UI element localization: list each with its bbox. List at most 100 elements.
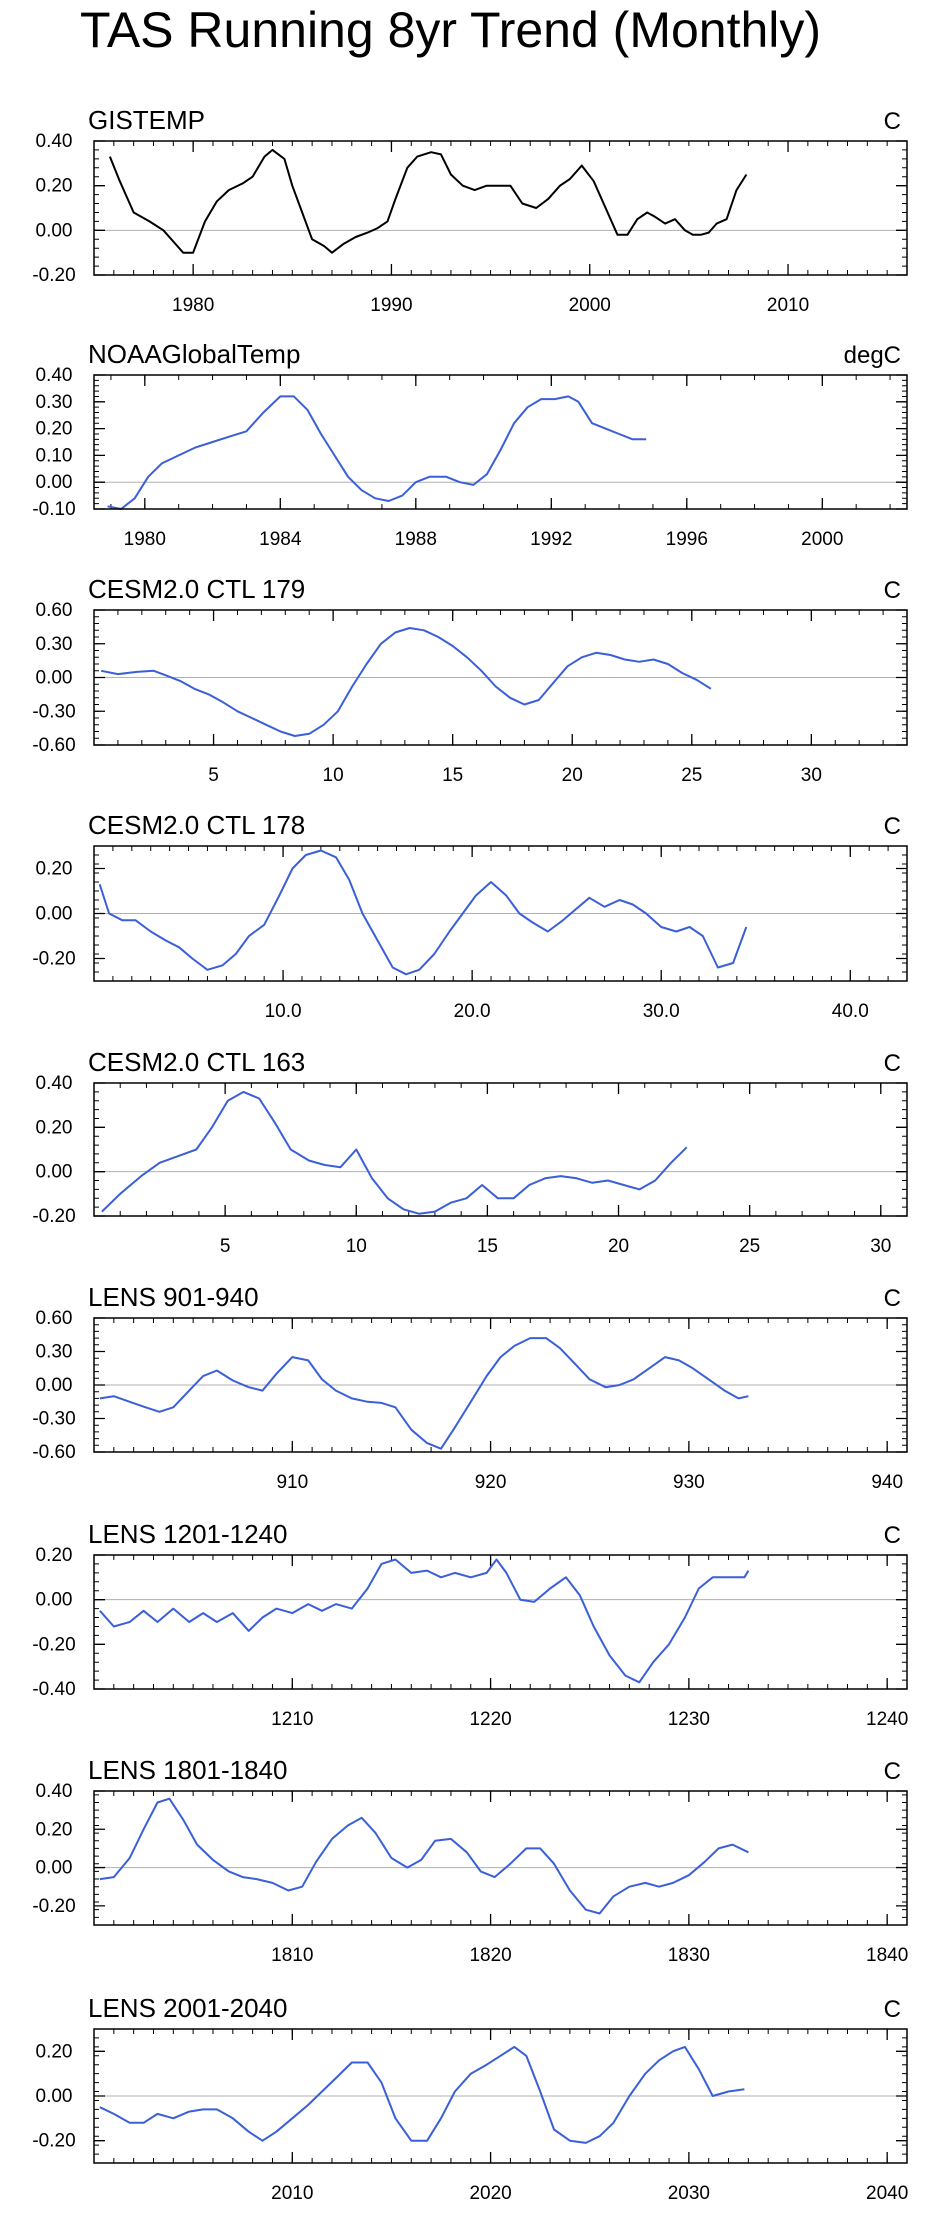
panel-1-y-tick-label: -0.20 xyxy=(32,265,75,286)
panel-4-units: C xyxy=(884,813,901,840)
panel-5-x-tick-label: 20 xyxy=(608,1236,629,1257)
panel-1-x-tick-label: 1980 xyxy=(172,295,214,316)
panel-3-units: C xyxy=(884,577,901,604)
panel-5-y-tick-label: 0.40 xyxy=(36,1073,73,1094)
panel-1-y-tick-label: 0.00 xyxy=(36,220,73,241)
panel-7-series-line xyxy=(99,1558,750,1684)
panel-6-x-tick-label: 910 xyxy=(276,1472,308,1493)
panel-4-y-tick-label: 0.20 xyxy=(36,859,73,880)
panel-4-x-tick-label: 10.0 xyxy=(265,1001,302,1022)
panel-8-units: C xyxy=(884,1758,901,1785)
panel-3-x-tick-label: 30 xyxy=(801,765,822,786)
panel-3-frame xyxy=(93,609,908,746)
panel-7-y-tick-label: -0.40 xyxy=(32,1679,75,1700)
panel-8-x-minor-ticks xyxy=(93,1791,908,1925)
panel-3-y-tick-label: 0.60 xyxy=(36,600,73,621)
panel-7-units: C xyxy=(884,1522,901,1549)
panel-2-units: degC xyxy=(844,342,901,369)
panel-5-y-tick-label: 0.20 xyxy=(36,1117,73,1138)
panel-1-series-line xyxy=(108,148,748,254)
panel-2-x-tick-label: 1980 xyxy=(124,529,166,550)
page-title: TAS Running 8yr Trend (Monthly) xyxy=(80,2,822,58)
panel-1-x-tick-label: 2000 xyxy=(569,295,611,316)
panel-7-x-tick-label: 1220 xyxy=(469,1709,511,1730)
panel-7-y-tick-label: 0.00 xyxy=(36,1590,73,1611)
panel-3-x-tick-label: 5 xyxy=(208,765,219,786)
panel-3-y-tick-label: 0.30 xyxy=(36,634,73,655)
panel-9-frame xyxy=(93,2028,908,2164)
panel-8-y-minor-ticks xyxy=(94,1794,907,1926)
panel-4-y-tick-label: 0.00 xyxy=(36,904,73,925)
panel-6-y-tick-label: -0.30 xyxy=(32,1409,75,1430)
panel-2-y-tick-label: 0.10 xyxy=(36,445,73,466)
panel-8-y-tick-label: 0.00 xyxy=(36,1858,73,1879)
panel-9-y-tick-label: 0.00 xyxy=(36,2086,73,2107)
panel-6-x-tick-label: 920 xyxy=(475,1472,507,1493)
panel-7-x-tick-label: 1240 xyxy=(866,1709,908,1730)
panel-2-y-tick-label: -0.10 xyxy=(32,499,75,520)
panel-6-y-tick-label: 0.00 xyxy=(36,1375,73,1396)
panel-6-series-line xyxy=(99,1337,749,1450)
panel-2-x-tick-label: 1996 xyxy=(666,529,708,550)
panel-6-y-tick-label: 0.60 xyxy=(36,1308,73,1329)
panel-5-series-line xyxy=(101,1090,688,1215)
panel-9-x-tick-label: 2030 xyxy=(668,2183,710,2204)
panel-8-x-tick-label: 1840 xyxy=(866,1945,908,1966)
panel-2-x-minor-ticks xyxy=(110,375,891,509)
panel-9-x-tick-label: 2020 xyxy=(469,2183,511,2204)
panel-4-title: CESM2.0 CTL 178 xyxy=(88,810,305,840)
panel-4-y-tick-label: -0.20 xyxy=(32,949,75,970)
panel-5-x-tick-label: 25 xyxy=(739,1236,760,1257)
panel-8-series-line xyxy=(99,1797,749,1915)
panel-8-x-tick-label: 1830 xyxy=(668,1945,710,1966)
panel-3-x-tick-label: 20 xyxy=(562,765,583,786)
panel-7-title: LENS 1201-1240 xyxy=(88,1519,287,1549)
panel-9-title: LENS 2001-2040 xyxy=(88,1993,287,2023)
panel-4-frame xyxy=(93,845,908,982)
panel-1-x-tick-label: 1990 xyxy=(370,295,412,316)
panel-5-frame xyxy=(93,1082,908,1217)
panel-5-y-minor-ticks xyxy=(94,1082,907,1217)
panel-7-y-tick-label: 0.20 xyxy=(36,1545,73,1566)
panel-7-x-tick-label: 1230 xyxy=(668,1709,710,1730)
panel-6-y-tick-label: 0.30 xyxy=(36,1342,73,1363)
panel-7-frame xyxy=(93,1554,908,1690)
panel-3-x-tick-label: 15 xyxy=(442,765,463,786)
panel-3-series-line xyxy=(101,627,712,737)
panel-5-units: C xyxy=(884,1050,901,1077)
panel-8-y-tick-label: -0.20 xyxy=(32,1896,75,1917)
panel-1-x-tick-label: 2010 xyxy=(767,295,809,316)
panel-4-x-tick-label: 40.0 xyxy=(832,1001,869,1022)
panel-3-x-tick-label: 25 xyxy=(681,765,702,786)
panel-3-y-tick-label: 0.00 xyxy=(36,668,73,689)
panel-6-x-tick-label: 940 xyxy=(871,1472,903,1493)
panel-2-x-tick-label: 1988 xyxy=(395,529,437,550)
panel-9-y-tick-label: 0.20 xyxy=(36,2041,73,2062)
panel-5-y-tick-label: -0.20 xyxy=(32,1206,75,1227)
panel-2-frame xyxy=(93,374,908,510)
panel-6-title: LENS 901-940 xyxy=(88,1282,259,1312)
panel-4-x-tick-label: 20.0 xyxy=(454,1001,491,1022)
panel-2-x-tick-label: 2000 xyxy=(801,529,843,550)
panel-2-y-tick-label: 0.40 xyxy=(36,365,73,386)
panel-1-y-tick-label: 0.40 xyxy=(36,131,73,152)
panel-6-frame xyxy=(93,1317,908,1453)
panel-6-units: C xyxy=(884,1285,901,1312)
panel-7-x-tick-label: 1210 xyxy=(271,1709,313,1730)
panel-2-x-tick-label: 1992 xyxy=(530,529,572,550)
panel-1-y-minor-ticks xyxy=(94,140,907,276)
panel-1-units: C xyxy=(884,108,901,135)
panel-4-series-line xyxy=(98,849,748,976)
panel-8-title: LENS 1801-1840 xyxy=(88,1755,287,1785)
panel-8-y-tick-label: 0.40 xyxy=(36,1781,73,1802)
panel-1-y-tick-label: 0.20 xyxy=(36,176,73,197)
panel-2-y-tick-label: 0.00 xyxy=(36,472,73,493)
panel-8-y-tick-label: 0.20 xyxy=(36,1819,73,1840)
panel-2-title: NOAAGlobalTemp xyxy=(88,339,300,369)
panel-9-x-tick-label: 2010 xyxy=(271,2183,313,2204)
panel-2-series-line xyxy=(107,395,647,510)
panel-5-x-tick-label: 30 xyxy=(870,1236,891,1257)
panel-8-frame xyxy=(93,1790,908,1926)
panel-3-x-tick-label: 10 xyxy=(323,765,344,786)
